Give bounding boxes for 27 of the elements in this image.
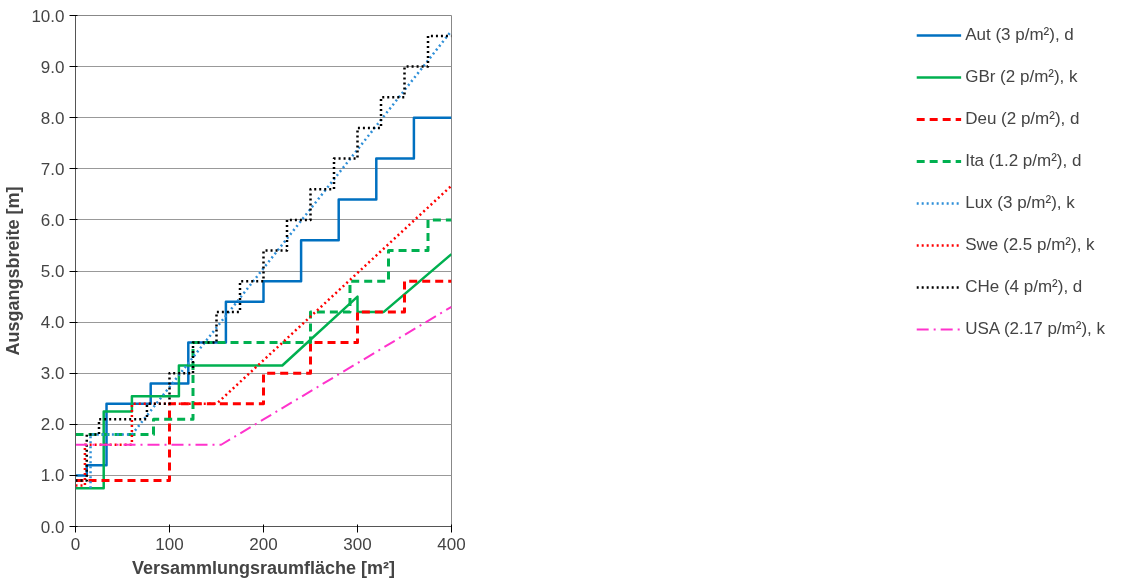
legend-label: Lux (3 p/m²), k [965, 193, 1075, 213]
line-series [75, 184, 452, 487]
legend-label: CHe (4 p/m²), d [965, 277, 1083, 297]
y-tick-label: 10.0 [31, 6, 65, 26]
y-tick-label: 7.0 [40, 159, 65, 179]
y-tick-label: 9.0 [40, 57, 65, 77]
legend-label: USA (2.17 p/m²), k [965, 319, 1105, 339]
x-tick-label: 300 [343, 534, 372, 554]
y-tick-label: 8.0 [40, 108, 65, 128]
y-tick-label: 6.0 [40, 210, 65, 230]
y-tick-label: 1.0 [40, 466, 65, 486]
legend-label: Swe (2.5 p/m²), k [965, 235, 1095, 255]
legend-label: Ita (1.2 p/m²), d [965, 151, 1082, 171]
y-tick-label: 0.0 [40, 517, 65, 537]
y-tick-label: 3.0 [40, 364, 65, 384]
y-axis-title: Ausgangsbreite [m] [3, 186, 24, 356]
y-tick-label: 2.0 [40, 415, 65, 435]
legend-label: Deu (2 p/m²), d [965, 109, 1080, 129]
legend-label: GBr (2 p/m²), k [965, 67, 1078, 87]
x-axis-title: Versammlungsraumfläche [m²] [131, 557, 396, 578]
y-tick-label: 4.0 [40, 313, 65, 333]
legend-label: Aut (3 p/m²), d [965, 25, 1074, 45]
x-tick-label: 100 [155, 534, 184, 554]
x-tick-label: 200 [249, 534, 278, 554]
y-tick-label: 5.0 [40, 262, 65, 281]
x-tick-label: 400 [437, 534, 466, 554]
x-tick-label: 0 [70, 534, 81, 554]
